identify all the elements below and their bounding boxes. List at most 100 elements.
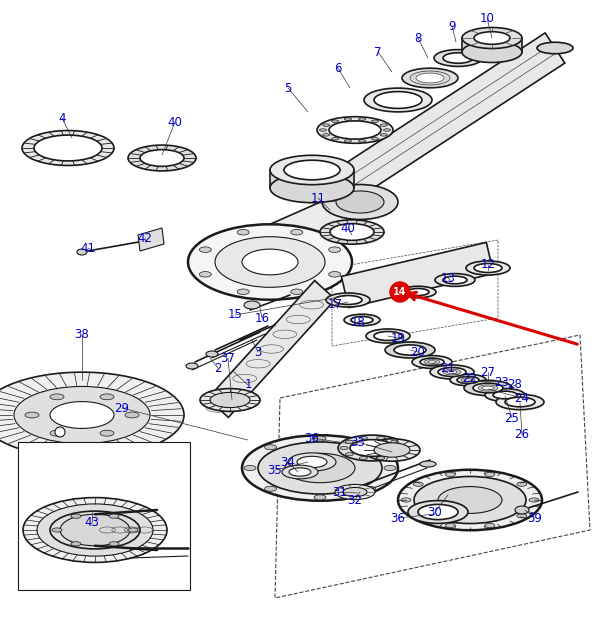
Ellipse shape xyxy=(199,272,211,277)
Ellipse shape xyxy=(199,247,211,252)
Ellipse shape xyxy=(377,456,385,459)
Ellipse shape xyxy=(50,430,64,436)
Polygon shape xyxy=(270,170,354,188)
Ellipse shape xyxy=(517,482,527,486)
Ellipse shape xyxy=(244,301,260,309)
Text: 36: 36 xyxy=(391,511,406,525)
Ellipse shape xyxy=(515,506,529,514)
Ellipse shape xyxy=(346,441,353,443)
Ellipse shape xyxy=(364,486,376,491)
Text: 23: 23 xyxy=(494,375,509,389)
Ellipse shape xyxy=(461,378,475,382)
Ellipse shape xyxy=(314,436,326,441)
Ellipse shape xyxy=(424,360,440,365)
Ellipse shape xyxy=(478,385,498,391)
Ellipse shape xyxy=(140,150,184,166)
Ellipse shape xyxy=(343,487,367,497)
Ellipse shape xyxy=(496,394,544,410)
Ellipse shape xyxy=(359,140,365,142)
Text: 25: 25 xyxy=(505,411,520,425)
Ellipse shape xyxy=(408,501,468,523)
Text: 31: 31 xyxy=(332,485,347,499)
Ellipse shape xyxy=(200,389,260,411)
Text: 33: 33 xyxy=(350,435,365,449)
Ellipse shape xyxy=(60,514,130,546)
Ellipse shape xyxy=(402,68,458,88)
Ellipse shape xyxy=(374,92,422,109)
Ellipse shape xyxy=(474,264,502,272)
Ellipse shape xyxy=(371,120,379,123)
Text: 36: 36 xyxy=(305,432,319,444)
Text: 17: 17 xyxy=(328,298,343,312)
Ellipse shape xyxy=(438,368,466,377)
Ellipse shape xyxy=(443,369,461,375)
Ellipse shape xyxy=(466,261,510,275)
Ellipse shape xyxy=(401,498,411,502)
Ellipse shape xyxy=(291,229,303,235)
Ellipse shape xyxy=(351,317,373,324)
Text: 22: 22 xyxy=(463,372,478,384)
Ellipse shape xyxy=(377,436,385,439)
Ellipse shape xyxy=(445,523,455,528)
Ellipse shape xyxy=(336,191,384,213)
Text: 14: 14 xyxy=(393,287,407,297)
Ellipse shape xyxy=(413,482,423,486)
Ellipse shape xyxy=(371,138,379,140)
Text: 42: 42 xyxy=(137,231,152,245)
Text: 6: 6 xyxy=(334,61,342,75)
Ellipse shape xyxy=(109,514,119,518)
Ellipse shape xyxy=(270,173,354,203)
Ellipse shape xyxy=(0,372,184,458)
Ellipse shape xyxy=(359,436,367,439)
Ellipse shape xyxy=(50,394,64,400)
Ellipse shape xyxy=(505,397,535,407)
Text: 34: 34 xyxy=(281,456,295,468)
Ellipse shape xyxy=(215,237,325,288)
Ellipse shape xyxy=(52,528,62,532)
Ellipse shape xyxy=(485,523,495,528)
Ellipse shape xyxy=(394,345,426,355)
Ellipse shape xyxy=(474,32,510,44)
Ellipse shape xyxy=(270,155,354,185)
Ellipse shape xyxy=(128,528,138,532)
Text: 26: 26 xyxy=(515,428,530,442)
Text: 5: 5 xyxy=(284,82,292,95)
Ellipse shape xyxy=(109,542,119,546)
Ellipse shape xyxy=(443,276,467,284)
Ellipse shape xyxy=(430,365,474,379)
Text: 4: 4 xyxy=(58,111,66,125)
Ellipse shape xyxy=(374,332,402,341)
Ellipse shape xyxy=(265,445,277,450)
Ellipse shape xyxy=(482,386,494,390)
Ellipse shape xyxy=(50,401,114,428)
Ellipse shape xyxy=(317,117,393,143)
Ellipse shape xyxy=(288,453,336,471)
Text: 18: 18 xyxy=(350,315,365,329)
Ellipse shape xyxy=(37,504,153,556)
Ellipse shape xyxy=(346,453,353,456)
Text: 39: 39 xyxy=(527,511,542,525)
Text: 15: 15 xyxy=(227,308,242,322)
Ellipse shape xyxy=(289,468,311,476)
Ellipse shape xyxy=(326,293,370,307)
Ellipse shape xyxy=(413,514,423,518)
Text: 1: 1 xyxy=(244,379,252,391)
Ellipse shape xyxy=(493,391,517,399)
Ellipse shape xyxy=(438,487,502,513)
Ellipse shape xyxy=(464,380,512,396)
Ellipse shape xyxy=(414,477,526,523)
Ellipse shape xyxy=(258,442,382,494)
Text: 19: 19 xyxy=(391,332,406,344)
Ellipse shape xyxy=(418,504,458,520)
Ellipse shape xyxy=(380,133,388,136)
Ellipse shape xyxy=(347,489,363,495)
Ellipse shape xyxy=(285,453,355,483)
Ellipse shape xyxy=(364,439,420,461)
Polygon shape xyxy=(208,281,335,417)
Ellipse shape xyxy=(391,453,398,456)
Ellipse shape xyxy=(23,497,167,562)
Text: 38: 38 xyxy=(74,329,89,341)
Ellipse shape xyxy=(359,118,365,120)
Ellipse shape xyxy=(329,247,341,252)
Ellipse shape xyxy=(14,386,150,444)
